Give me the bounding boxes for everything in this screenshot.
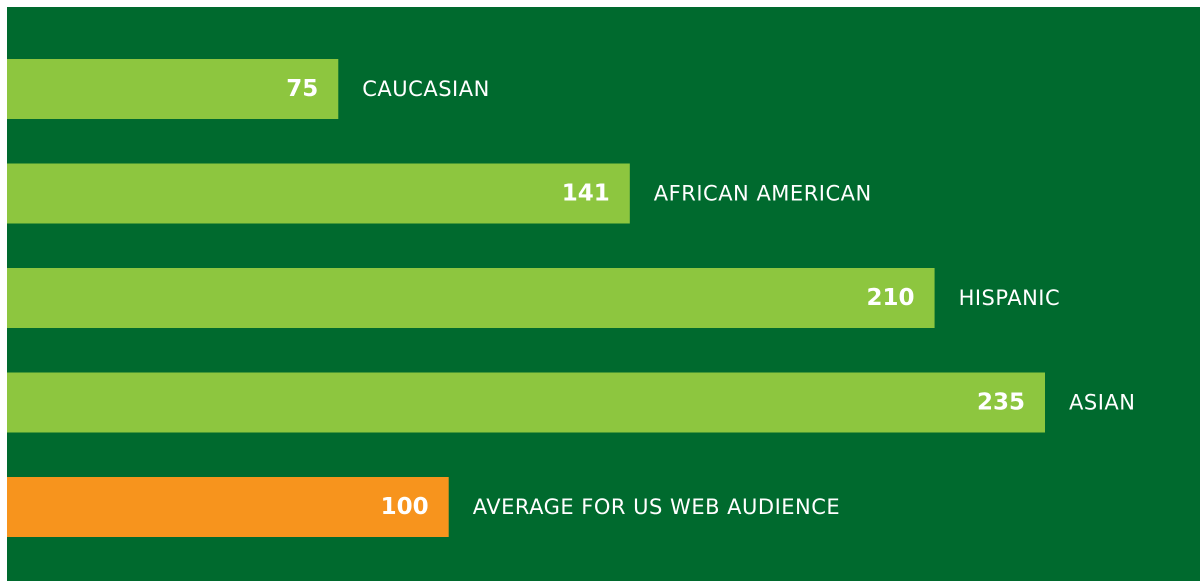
value-label: 235 bbox=[977, 390, 1025, 416]
bar bbox=[7, 163, 630, 224]
bar bbox=[7, 268, 935, 328]
value-label: 75 bbox=[286, 76, 318, 102]
value-label: 100 bbox=[381, 494, 429, 520]
value-label: 210 bbox=[867, 285, 915, 311]
category-label: HISPANIC bbox=[959, 286, 1061, 310]
bar bbox=[7, 477, 449, 537]
category-label: AVERAGE FOR US WEB AUDIENCE bbox=[473, 495, 841, 519]
bar bbox=[7, 372, 1045, 433]
category-label: CAUCASIAN bbox=[362, 77, 490, 101]
value-label: 141 bbox=[562, 181, 610, 207]
bar bbox=[7, 59, 339, 119]
category-label: ASIAN bbox=[1069, 391, 1135, 415]
category-label: AFRICAN AMERICAN bbox=[654, 182, 872, 206]
